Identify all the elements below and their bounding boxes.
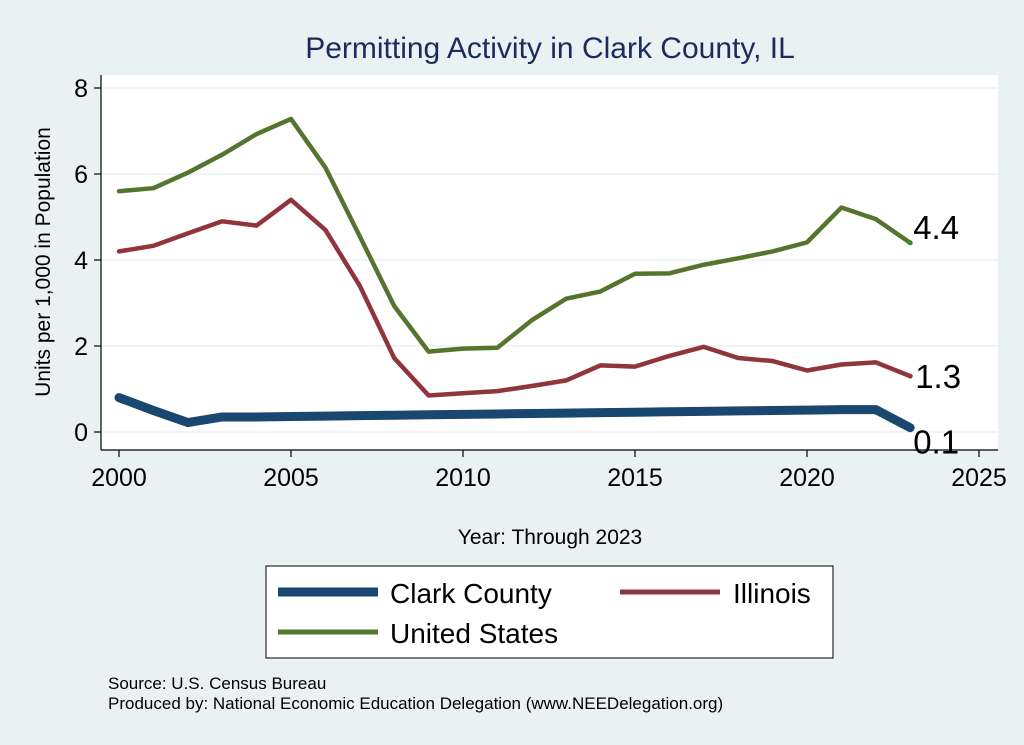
y-axis-label: Units per 1,000 in Population xyxy=(32,127,55,397)
legend-label-illinois: Illinois xyxy=(733,578,811,609)
series-lines xyxy=(114,116,915,433)
end-labels: 0.1 1.3 4.4 xyxy=(913,209,961,461)
y-tick-label: 8 xyxy=(74,75,88,103)
legend-label-clark-county: Clark County xyxy=(390,578,552,609)
legend-box xyxy=(265,565,834,659)
gridlines xyxy=(101,87,998,433)
series-line-clark-county xyxy=(114,393,915,433)
produced-by-note: Produced by: National Economic Education… xyxy=(108,694,723,713)
end-point-illinois xyxy=(907,373,913,379)
x-tick-label: 2000 xyxy=(91,464,147,492)
x-tick-label: 2010 xyxy=(435,464,491,492)
source-note: Source: U.S. Census Bureau xyxy=(108,674,326,693)
end-point-united-states xyxy=(907,240,913,246)
end-point-clark-county xyxy=(907,425,913,431)
end-label-united-states: 4.4 xyxy=(913,209,959,246)
y-tick-label: 6 xyxy=(74,161,88,189)
series-line-united-states xyxy=(116,116,913,354)
y-tick-label: 0 xyxy=(74,419,88,447)
x-tick-label: 2015 xyxy=(607,464,663,492)
y-tick-label: 2 xyxy=(74,333,88,361)
x-tick-label: 2025 xyxy=(951,464,1007,492)
end-label-clark-county: 0.1 xyxy=(913,424,959,461)
x-tick-label: 2020 xyxy=(779,464,835,492)
series-line-illinois xyxy=(116,197,913,398)
x-axis-label: Year: Through 2023 xyxy=(458,526,643,549)
x-tick-label: 2005 xyxy=(263,464,319,492)
y-axis-ticks: 0 2 4 6 8 xyxy=(74,75,101,447)
plot-area xyxy=(101,75,998,450)
end-label-illinois: 1.3 xyxy=(915,358,961,395)
chart-title: Permitting Activity in Clark County, IL xyxy=(305,32,795,65)
y-tick-label: 4 xyxy=(74,247,88,275)
legend: Clark County Illinois United States xyxy=(265,565,834,659)
legend-label-united-states: United States xyxy=(390,618,558,649)
x-axis-ticks: 2000 2005 2010 2015 2020 2025 xyxy=(91,450,1007,492)
